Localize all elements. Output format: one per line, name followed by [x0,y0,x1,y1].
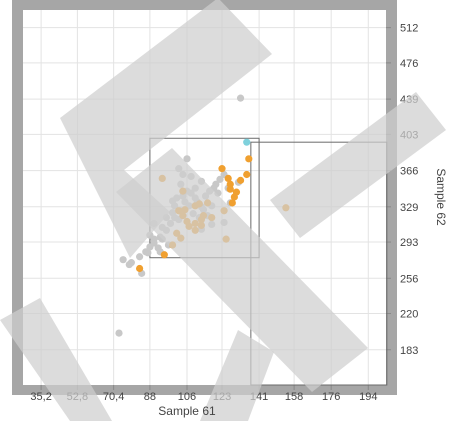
data-point [228,199,236,207]
data-point [160,251,168,259]
y-tick-label: 366 [400,166,418,178]
data-point [218,165,226,173]
data-point [136,264,144,273]
data-point [236,176,245,184]
watermark-digit-4-tail [270,92,446,238]
data-point [119,256,127,264]
data-point [216,175,224,183]
watermark-digit-5-right [200,330,274,421]
y-tick-label: 256 [400,273,418,285]
watermark-digit-5-left [0,298,112,421]
watermark-digit-4-bar [116,148,368,392]
x-tick-label: 194 [359,391,377,403]
data-point [243,170,251,179]
data-point [232,188,241,196]
data-point [136,253,144,261]
data-point [236,94,245,102]
data-point [243,138,251,146]
data-point [224,174,232,183]
x-tick-label: 106 [178,391,196,403]
x-tick-label: 176 [322,391,340,403]
data-point [245,155,253,163]
y-tick-label: 293 [400,237,418,249]
x-axis-label: Sample 61 [158,404,216,418]
x-tick-label: 158 [285,391,303,403]
data-point [183,155,191,163]
x-tick-label: 88 [144,391,156,403]
data-point [226,185,234,193]
y-tick-label: 220 [400,309,418,321]
data-point [150,235,158,243]
y-tick-label: 183 [400,345,418,357]
x-tick-label: 70,4 [103,391,124,403]
y-tick-label: 476 [400,58,418,70]
y-tick-label: 512 [400,23,418,35]
x-tick-label: 35,2 [30,391,51,403]
y-axis-label: Sample 62 [434,168,448,226]
y-tick-label: 329 [400,202,418,214]
data-point [144,249,152,257]
data-point [125,260,133,269]
data-point [212,180,220,188]
data-point [115,329,123,337]
watermark-digit-4-stroke [60,0,272,258]
